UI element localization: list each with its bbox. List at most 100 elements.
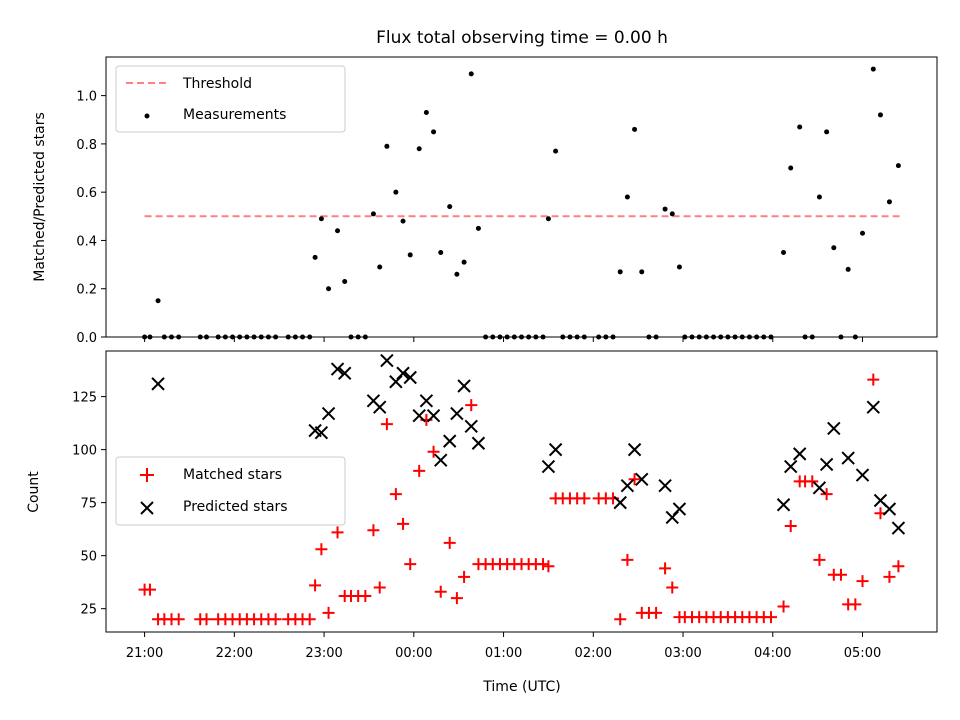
measurement-point: [639, 269, 645, 275]
measurement-point: [326, 286, 332, 292]
matched-star-point: [465, 399, 478, 412]
matched-star-point: [659, 562, 672, 575]
predicted-star-point: [426, 408, 441, 423]
matched-star-point: [413, 464, 426, 477]
measurement-point: [669, 211, 675, 217]
measurement-point: [475, 225, 481, 231]
measurement-point: [676, 264, 682, 270]
matched-star-point: [172, 613, 185, 626]
bottom-panel: 25 50 75 100 125 21:00 22:00 23:00 00:00 01:00 02…: [26, 350, 938, 695]
matched-star-point: [834, 568, 847, 581]
predicted-star-point: [819, 457, 834, 472]
top-plot-frame: [105, 56, 938, 338]
matched-star-point: [450, 592, 463, 605]
measurement-point: [845, 266, 851, 272]
matched-star-point: [867, 373, 880, 386]
x-tick-label: 01:00: [485, 646, 522, 661]
predicted-star-point: [841, 451, 855, 465]
measurement-point: [831, 245, 837, 251]
measurement-point: [886, 199, 892, 205]
top-y-tick-label: 0.6: [76, 186, 97, 201]
bottom-legend-box: [115, 456, 346, 526]
matched-star-point: [434, 585, 447, 598]
measurement-point: [788, 165, 794, 171]
x-tick-label: 23:00: [305, 646, 342, 661]
x-axis-label: Time (UTC): [482, 679, 560, 695]
predicted-star-point: [855, 468, 870, 482]
matched-star-point: [856, 575, 869, 588]
measurement-point: [860, 230, 866, 236]
predicted-star-point: [403, 370, 417, 385]
predicted-star-point: [541, 459, 556, 474]
matched-star-point: [367, 524, 380, 537]
measurement-point: [431, 129, 437, 135]
predicted-star-point: [613, 495, 627, 510]
predicted-star-point: [882, 502, 897, 516]
predicted-star-point: [330, 362, 345, 376]
predicted-star-point: [434, 453, 448, 467]
x-tick-label: 22:00: [216, 646, 253, 661]
measurement-point: [553, 148, 559, 154]
predicted-star-point: [627, 442, 642, 457]
measurement-point: [384, 143, 390, 149]
chart-title: Flux total observing time = 0.00 h: [376, 28, 668, 48]
predicted-star-point: [812, 481, 827, 495]
measurement-point: [545, 216, 551, 222]
matched-star-point: [143, 583, 156, 596]
predicted-star-point: [471, 436, 486, 450]
measurement-point: [624, 194, 630, 200]
matched-star-point: [359, 589, 372, 602]
x-tick-label: 05:00: [844, 646, 881, 661]
bottom-y-tick-label: 125: [72, 391, 97, 406]
bottom-legend: Matched stars Predicted stars: [115, 456, 346, 526]
predicted-star-point: [450, 406, 464, 421]
measurement-point: [318, 216, 324, 222]
matched-star-point: [849, 598, 862, 611]
predicted-star-point: [776, 498, 791, 512]
measurement-point: [797, 124, 803, 130]
matched-star-point: [784, 519, 797, 532]
matched-star-point: [303, 613, 316, 626]
measurement-point: [468, 71, 474, 77]
top-y-tick-label: 0.2: [76, 283, 97, 298]
legend-predicted-swatch: [140, 501, 154, 515]
measurement-point: [870, 66, 876, 72]
predicted-star-point: [635, 472, 649, 487]
matched-star-point: [315, 543, 328, 556]
matched-star-point: [389, 488, 402, 501]
predicted-star-point: [412, 408, 426, 423]
bottom-y-tick-label: 100: [72, 444, 97, 459]
predicted-star-point: [891, 521, 906, 535]
measurement-point: [377, 264, 383, 270]
legend-measurements-swatch: [144, 113, 150, 119]
matched-star-point: [443, 536, 456, 549]
top-y-tick-label: 1.0: [76, 90, 97, 105]
matched-star-point: [322, 606, 335, 619]
bottom-plot-frame: [105, 350, 938, 633]
matched-star-point: [666, 581, 679, 594]
matched-star-point: [892, 560, 905, 573]
predicted-star-point: [373, 400, 387, 414]
matched-star-point: [537, 558, 550, 571]
matched-star-point: [427, 445, 440, 458]
bottom-y-tick-label: 50: [80, 550, 97, 565]
matched-star-point: [269, 613, 282, 626]
matched-star-point: [806, 475, 819, 488]
bottom-y-tick-label: 75: [80, 497, 97, 512]
top-y-tick-label: 0.4: [76, 234, 97, 249]
measurement-point: [312, 254, 318, 260]
x-tick-label: 03:00: [664, 646, 701, 661]
matched-star-point: [628, 473, 641, 486]
x-tick-label: 04:00: [754, 646, 791, 661]
measurement-point: [816, 194, 822, 200]
measurement-point: [335, 228, 341, 234]
legend-predicted-label: Predicted stars: [183, 499, 288, 515]
predicted-star-point: [457, 379, 471, 393]
predicted-star-point: [866, 400, 880, 414]
top-y-tick-label: 0.8: [76, 138, 97, 153]
top-y-tick-label: 0.0: [76, 331, 97, 346]
measurement-point: [407, 252, 413, 258]
predicted-star-point: [314, 425, 329, 440]
measurement-point: [423, 110, 429, 116]
